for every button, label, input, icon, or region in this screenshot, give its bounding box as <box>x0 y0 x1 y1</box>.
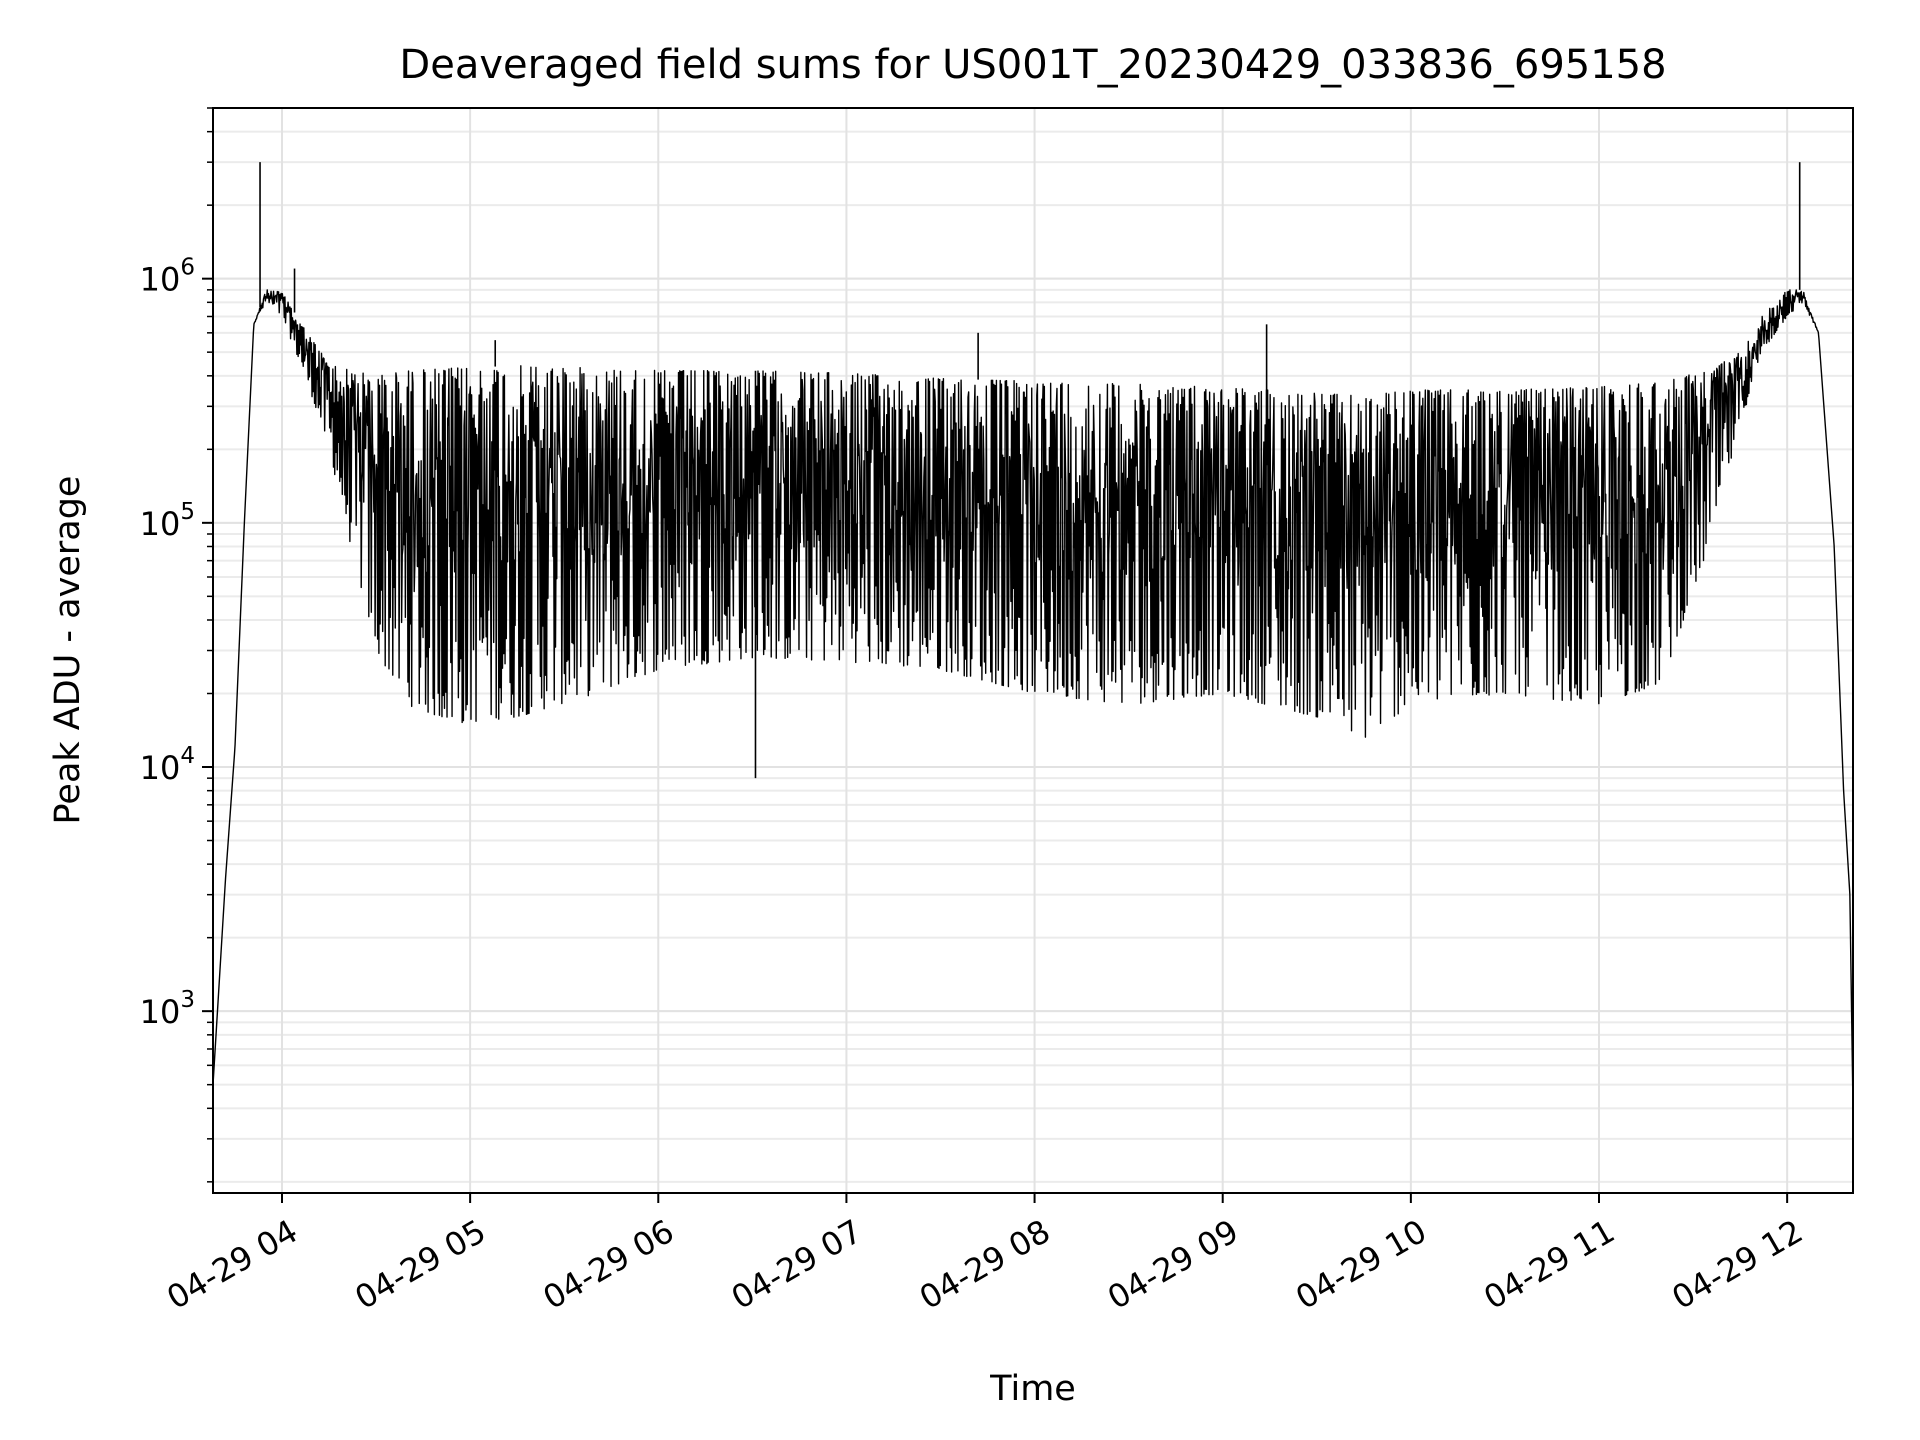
y-tick-label: 105 <box>140 499 195 543</box>
y-axis-label: Peak ADU - average <box>48 476 88 825</box>
y-tick-label: 104 <box>140 743 195 787</box>
y-axis: 103 104 105 106 <box>140 107 213 1183</box>
plot-series <box>212 162 1854 1109</box>
y-tick-label: 103 <box>140 987 195 1031</box>
chart-title: Deaveraged field sums for US001T_2023042… <box>399 42 1666 88</box>
y-tick-label: 106 <box>140 255 195 299</box>
series-line <box>212 289 1854 1109</box>
x-axis-label: Time <box>989 1369 1076 1409</box>
